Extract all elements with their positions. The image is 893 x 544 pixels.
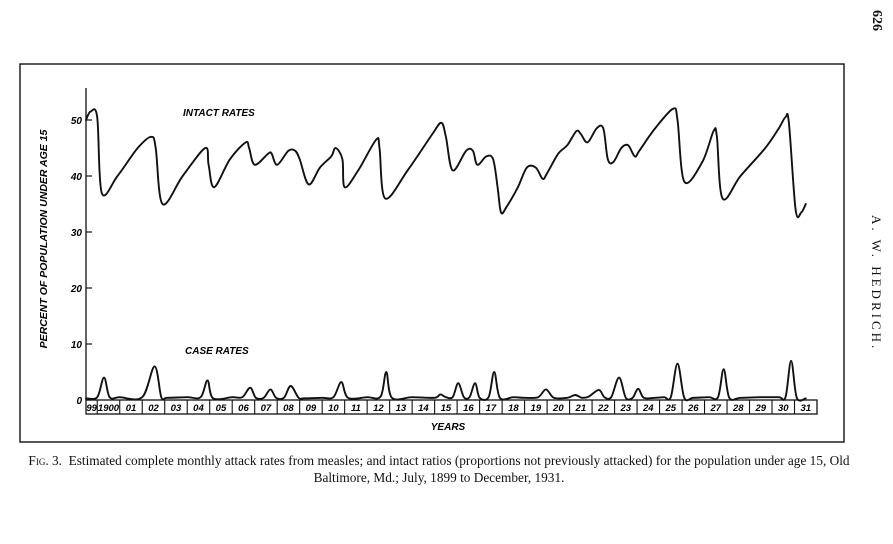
year-strip bbox=[85, 399, 818, 415]
y-tick-label: 10 bbox=[71, 340, 83, 351]
year-label: 22 bbox=[597, 403, 609, 414]
year-label: 24 bbox=[642, 403, 654, 414]
year-label: 08 bbox=[283, 403, 294, 414]
year-label: 17 bbox=[486, 403, 497, 414]
series-label-case: CASE RATES bbox=[185, 346, 249, 357]
year-label: 02 bbox=[148, 403, 159, 414]
year-label: 99 bbox=[86, 403, 97, 414]
year-label: 30 bbox=[778, 403, 789, 414]
year-label: 01 bbox=[126, 403, 137, 414]
year-label: 13 bbox=[396, 403, 407, 414]
year-label: 31 bbox=[800, 403, 811, 414]
running-head: A. W. HEDRICH. bbox=[869, 215, 884, 352]
year-label: 29 bbox=[754, 403, 766, 414]
year-label: 26 bbox=[687, 403, 699, 414]
caption-text: Estimated complete monthly attack rates … bbox=[68, 453, 850, 485]
year-label: 11 bbox=[351, 403, 361, 414]
page-number: 626 bbox=[869, 10, 884, 31]
chart-frame bbox=[19, 63, 845, 443]
year-label: 06 bbox=[238, 403, 249, 414]
year-label: 18 bbox=[508, 403, 519, 414]
y-axis-label: PERCENT OF POPULATION UNDER AGE 15 bbox=[38, 129, 50, 348]
year-label: 25 bbox=[665, 403, 677, 414]
year-label: 04 bbox=[193, 403, 204, 414]
year-label: 20 bbox=[552, 403, 564, 414]
y-tick-label: 50 bbox=[71, 116, 83, 127]
figure-caption: Fig. 3. Estimated complete monthly attac… bbox=[18, 452, 860, 486]
year-label: 07 bbox=[261, 403, 272, 414]
y-tick-label: 0 bbox=[76, 396, 82, 407]
year-label: 28 bbox=[732, 403, 744, 414]
year-label: 09 bbox=[306, 403, 317, 414]
year-label: 1900 bbox=[98, 403, 120, 414]
y-tick-label: 30 bbox=[71, 228, 83, 239]
year-label: 16 bbox=[463, 403, 474, 414]
year-label: 14 bbox=[418, 403, 429, 414]
year-label: 03 bbox=[171, 403, 182, 414]
year-label: 21 bbox=[575, 403, 587, 414]
year-label: 10 bbox=[328, 403, 339, 414]
year-label: 15 bbox=[441, 403, 452, 414]
series-label-intact: INTACT RATES bbox=[183, 108, 255, 119]
year-label: 27 bbox=[709, 403, 721, 414]
y-tick-label: 20 bbox=[70, 284, 83, 295]
y-tick-label: 40 bbox=[70, 172, 83, 183]
year-label: 19 bbox=[531, 403, 542, 414]
year-label: 05 bbox=[216, 403, 227, 414]
intact-rates-line bbox=[85, 107, 807, 219]
year-label: 23 bbox=[620, 403, 632, 414]
case-rates-line bbox=[85, 359, 807, 402]
year-label: 12 bbox=[373, 403, 384, 414]
x-axis-label: YEARS bbox=[431, 422, 466, 433]
figure-label: Fig. 3. bbox=[28, 453, 62, 468]
